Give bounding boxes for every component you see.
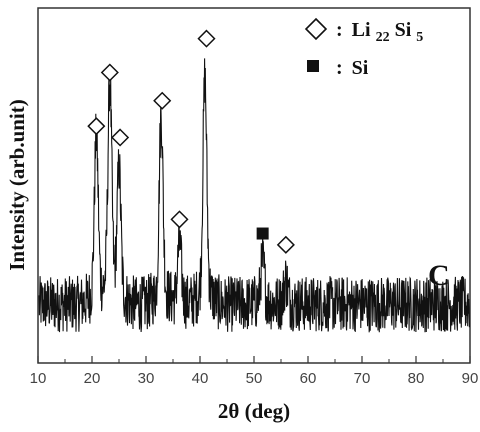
legend-label-si: : Si [336, 57, 369, 79]
x-tick-label-20: 20 [84, 370, 101, 387]
x-tick-label-40: 40 [192, 370, 209, 387]
x-axis-title: 2θ (deg) [218, 399, 290, 423]
li22si5-peak-marker-7 [276, 235, 295, 254]
legend-item-si: : Si [307, 57, 369, 79]
x-tick-label-70: 70 [354, 370, 371, 387]
y-axis-title: Intensity (arb.unit) [5, 99, 29, 271]
legend-sub-22: 22 [376, 30, 390, 45]
x-tick-label-80: 80 [408, 370, 425, 387]
xrd-series-line [38, 58, 470, 333]
legend-li: Li [352, 19, 371, 41]
si-peak-marker-6 [256, 227, 269, 240]
legend-sub-5: 5 [416, 30, 423, 45]
li22si5-peak-marker-3 [153, 91, 172, 110]
legend-colon-si: : [336, 57, 343, 79]
filled-square-icon [307, 60, 319, 72]
x-tick-label-60: 60 [300, 370, 317, 387]
panel-label: C [428, 259, 450, 292]
x-tick-label-90: 90 [462, 370, 479, 387]
li22si5-peak-marker-1 [100, 63, 119, 82]
legend-si: Si [395, 19, 412, 41]
legend: : Li 22 Si 5 : Si [304, 17, 423, 79]
open-diamond-icon [304, 17, 328, 41]
x-tick-label-50: 50 [246, 370, 263, 387]
li22si5-peak-marker-5 [197, 29, 216, 48]
li22si5-peak-marker-4 [170, 210, 189, 229]
x-tick-label-30: 30 [138, 370, 155, 387]
legend-item-li22si5: : Li 22 Si 5 [304, 17, 423, 46]
legend-label-li22si5: : Li 22 Si 5 [336, 19, 423, 46]
legend-colon: : [336, 19, 343, 41]
legend-si-text: Si [352, 57, 369, 79]
li22si5-peak-marker-2 [111, 128, 130, 147]
x-tick-label-10: 10 [30, 370, 47, 387]
x-axis: 10 20 30 40 50 60 70 80 90 [30, 356, 479, 387]
series-layer [38, 58, 470, 333]
li22si5-peak-marker-0 [87, 117, 106, 136]
peak-markers [87, 29, 295, 254]
